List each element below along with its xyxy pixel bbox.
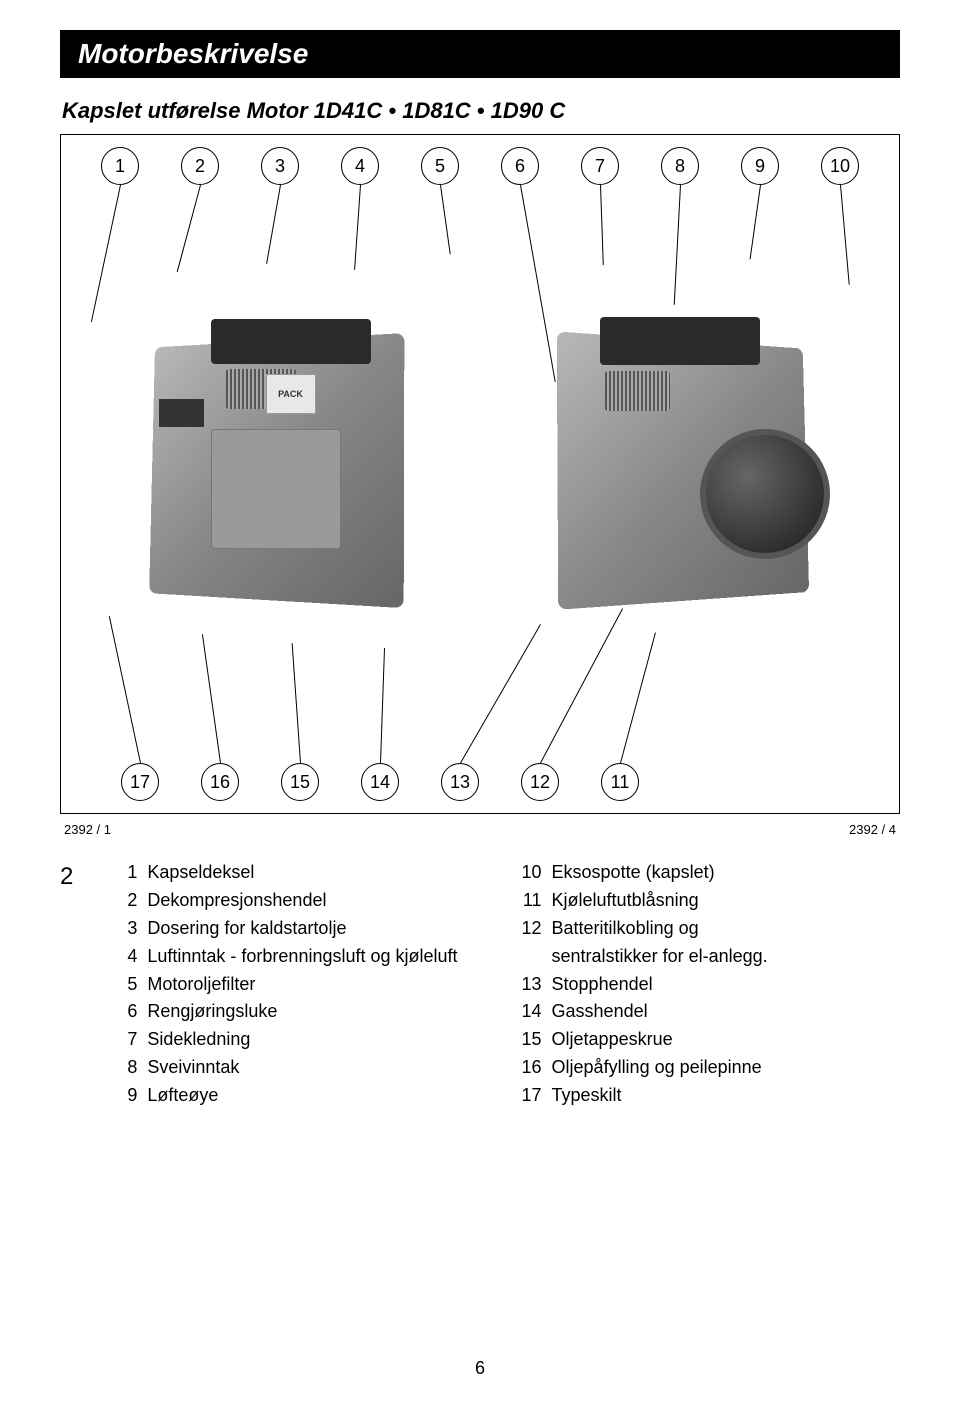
- callout-11: 11: [601, 763, 639, 801]
- legend-item: 6 Rengjøringsluke: [113, 998, 457, 1026]
- legend-item-text-continuation: sentralstikker for el-anlegg.: [518, 943, 768, 971]
- top-callout-row: 1 2 3 4 5 6 7 8 9 10: [101, 147, 859, 185]
- subtitle: Kapslet utførelse Motor 1D41C • 1D81C • …: [60, 98, 900, 124]
- legend-item-number: 11: [518, 887, 542, 915]
- legend-item-text: Løfteøye: [147, 1082, 218, 1110]
- legend-item-number: 10: [518, 859, 542, 887]
- legend-item-text: Gasshendel: [552, 998, 648, 1026]
- callout-5: 5: [421, 147, 459, 185]
- legend-item-text: Sidekledning: [147, 1026, 250, 1054]
- legend-item: 1 Kapseldeksel: [113, 859, 457, 887]
- section-title-bar: Motorbeskrivelse: [60, 30, 900, 78]
- legend-item-text: Oljetappeskrue: [552, 1026, 673, 1054]
- legend-item: 13 Stopphendel: [518, 971, 768, 999]
- legend-item-number: 9: [113, 1082, 137, 1110]
- pack-label: PACK: [266, 374, 316, 414]
- legend-item-text: Dekompresjonshendel: [147, 887, 326, 915]
- legend-item: 2 Dekompresjonshendel: [113, 887, 457, 915]
- legend-item: 15 Oljetappeskrue: [518, 1026, 768, 1054]
- legend-item-text: Sveivinntak: [147, 1054, 239, 1082]
- callout-15: 15: [281, 763, 319, 801]
- callout-6: 6: [501, 147, 539, 185]
- legend-item: 3 Dosering for kaldstartolje: [113, 915, 457, 943]
- section-title: Motorbeskrivelse: [78, 38, 882, 70]
- legend-item-text: Oljepåfylling og peilepinne: [552, 1054, 762, 1082]
- legend-item-text: Rengjøringsluke: [147, 998, 277, 1026]
- legend-item-text: Dosering for kaldstartolje: [147, 915, 346, 943]
- legend-item-number: 3: [113, 915, 137, 943]
- legend-item: 11 Kjøleluftutblåsning: [518, 887, 768, 915]
- legend-item-number: 15: [518, 1026, 542, 1054]
- figure-reference-row: 2392 / 1 2392 / 4: [60, 822, 900, 837]
- callout-14: 14: [361, 763, 399, 801]
- engine-illustration-area: PACK: [61, 235, 899, 713]
- legend-item-text: Stopphendel: [552, 971, 653, 999]
- legend-item-text: Eksospotte (kapslet): [552, 859, 715, 887]
- legend-item-number: 4: [113, 943, 137, 971]
- ref-right: 2392 / 4: [849, 822, 896, 837]
- figure-number: 2: [60, 863, 73, 1110]
- engine-left-view: PACK: [111, 299, 431, 649]
- legend-item-number: 14: [518, 998, 542, 1026]
- legend-item-text: Luftinntak - forbrenningsluft og kjølelu…: [147, 943, 457, 971]
- legend-item-number: 1: [113, 859, 137, 887]
- legend-item-number: 8: [113, 1054, 137, 1082]
- legend-item-number: 12: [518, 915, 542, 943]
- legend-item-text: Motoroljefilter: [147, 971, 255, 999]
- legend-item-number: 5: [113, 971, 137, 999]
- callout-17: 17: [121, 763, 159, 801]
- legend-item-number: 2: [113, 887, 137, 915]
- legend-item: 17 Typeskilt: [518, 1082, 768, 1110]
- legend-item-text: Batteritilkobling og: [552, 915, 699, 943]
- legend-section: 2 1 Kapseldeksel 2 Dekompresjonshendel 3 Dose…: [60, 859, 900, 1110]
- callout-1: 1: [101, 147, 139, 185]
- legend-item-text: Kjøleluftutblåsning: [552, 887, 699, 915]
- legend-item-number: 17: [518, 1082, 542, 1110]
- engine-right-view: [530, 299, 850, 649]
- legend-item-number: 7: [113, 1026, 137, 1054]
- legend-item-number: 6: [113, 998, 137, 1026]
- callout-7: 7: [581, 147, 619, 185]
- callout-9: 9: [741, 147, 779, 185]
- legend-item: 12 Batteritilkobling og: [518, 915, 768, 943]
- legend-item: 5 Motoroljefilter: [113, 971, 457, 999]
- figure-box: 12345678910 PACK: [60, 134, 900, 814]
- legend-item-number: 13: [518, 971, 542, 999]
- ref-left: 2392 / 1: [64, 822, 111, 837]
- legend-left-column: 1 Kapseldeksel 2 Dekompresjonshendel 3 Doseri…: [113, 859, 457, 1110]
- legend-item-number: 16: [518, 1054, 542, 1082]
- legend-item: 14 Gasshendel: [518, 998, 768, 1026]
- callout-2: 2: [181, 147, 219, 185]
- bottom-callout-row: 17 16 15 14 13 12 11: [121, 763, 639, 801]
- legend-item-text: Typeskilt: [552, 1082, 622, 1110]
- callout-3: 3: [261, 147, 299, 185]
- page-number: 6: [0, 1358, 960, 1379]
- legend-right-column: 10 Eksospotte (kapslet) 11 Kjøleluftutblåsn…: [518, 859, 768, 1110]
- legend-item: 10 Eksospotte (kapslet): [518, 859, 768, 887]
- legend-item: 16 Oljepåfylling og peilepinne: [518, 1054, 768, 1082]
- callout-13: 13: [441, 763, 479, 801]
- callout-12: 12: [521, 763, 559, 801]
- callout-16: 16: [201, 763, 239, 801]
- callout-8: 8: [661, 147, 699, 185]
- callout-4: 4: [341, 147, 379, 185]
- legend-item-text: Kapseldeksel: [147, 859, 254, 887]
- legend-item: 9 Løfteøye: [113, 1082, 457, 1110]
- callout-10: 10: [821, 147, 859, 185]
- legend-item: 7 Sidekledning: [113, 1026, 457, 1054]
- legend-item: 4 Luftinntak - forbrenningsluft og kjølel…: [113, 943, 457, 971]
- legend-item: 8 Sveivinntak: [113, 1054, 457, 1082]
